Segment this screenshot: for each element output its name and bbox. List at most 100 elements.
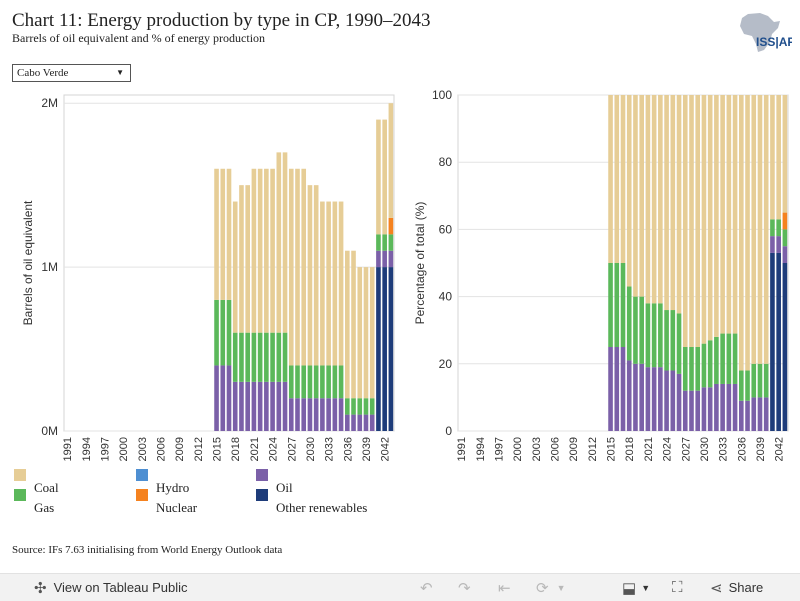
bar-segment-coal[interactable] — [251, 168, 257, 333]
bar-segment-gas[interactable] — [376, 234, 381, 251]
bar-segment-oil[interactable] — [226, 365, 232, 431]
bar-segment-oil[interactable] — [332, 398, 338, 431]
bar-segment-coal[interactable] — [732, 95, 738, 334]
bar-segment-oil[interactable] — [345, 414, 350, 431]
bar-segment-coal[interactable] — [782, 95, 788, 213]
bar-segment-coal[interactable] — [620, 95, 626, 263]
legend-item-other-renewables[interactable]: Other renewables — [256, 489, 367, 515]
bar-segment-oil[interactable] — [264, 381, 269, 431]
bar-segment-coal[interactable] — [232, 201, 238, 333]
bar-segment-coal[interactable] — [726, 95, 732, 334]
bar-segment-gas[interactable] — [220, 299, 226, 366]
bar-segment-oil[interactable] — [782, 246, 788, 263]
bar-segment-coal[interactable] — [357, 267, 363, 399]
bar-segment-oil[interactable] — [232, 381, 238, 431]
bar-segment-oil[interactable] — [664, 370, 669, 431]
bar-segment-gas[interactable] — [264, 332, 269, 382]
bar-segment-oil[interactable] — [382, 250, 387, 268]
bar-segment-oil[interactable] — [276, 381, 282, 431]
bar-segment-oil[interactable] — [351, 414, 356, 431]
bar-segment-oil[interactable] — [239, 381, 244, 431]
bar-segment-gas[interactable] — [645, 303, 651, 368]
bar-segment-coal[interactable] — [270, 168, 275, 333]
bar-segment-gas[interactable] — [739, 370, 744, 401]
bar-segment-coal[interactable] — [332, 201, 338, 366]
bar-segment-gas[interactable] — [695, 347, 701, 391]
bar-segment-gas[interactable] — [676, 313, 682, 374]
bar-segment-gas[interactable] — [301, 365, 307, 399]
bar-segment-coal[interactable] — [326, 201, 331, 366]
bar-segment-oil[interactable] — [745, 400, 750, 431]
bar-segment-oil[interactable] — [645, 367, 651, 431]
bar-segment-coal[interactable] — [720, 95, 725, 334]
bar-segment-gas[interactable] — [770, 219, 775, 237]
bar-segment-oil[interactable] — [682, 390, 688, 431]
legend-item-gas[interactable]: Gas — [14, 489, 54, 515]
bar-segment-gas[interactable] — [757, 363, 763, 398]
bar-segment-oil[interactable] — [307, 398, 313, 431]
redo-button[interactable]: ↷ — [458, 574, 471, 601]
bar-segment-gas[interactable] — [239, 332, 244, 382]
bar-segment-other-renewables[interactable] — [770, 252, 775, 431]
bar-segment-oil[interactable] — [388, 250, 394, 268]
bar-segment-oil[interactable] — [301, 398, 307, 431]
bar-segment-oil[interactable] — [701, 387, 707, 431]
bar-segment-oil[interactable] — [326, 398, 331, 431]
bar-segment-oil[interactable] — [288, 398, 294, 431]
bar-segment-coal[interactable] — [257, 168, 263, 333]
undo-button[interactable]: ↶ — [420, 574, 433, 601]
bar-segment-coal[interactable] — [614, 95, 620, 263]
bar-segment-gas[interactable] — [351, 398, 356, 415]
bar-segment-coal[interactable] — [707, 95, 713, 341]
bar-segment-oil[interactable] — [626, 360, 632, 431]
legend-item-hydro[interactable]: Hydro — [136, 469, 189, 495]
bar-segment-coal[interactable] — [376, 119, 381, 235]
bar-segment-oil[interactable] — [751, 397, 757, 431]
bar-segment-gas[interactable] — [732, 333, 738, 384]
bar-segment-coal[interactable] — [757, 95, 763, 364]
bar-segment-oil[interactable] — [608, 347, 613, 431]
bar-segment-coal[interactable] — [658, 95, 663, 304]
bar-segment-oil[interactable] — [257, 381, 263, 431]
bar-segment-gas[interactable] — [257, 332, 263, 382]
bar-segment-gas[interactable] — [357, 398, 363, 415]
bar-segment-oil[interactable] — [320, 398, 325, 431]
bar-segment-oil[interactable] — [313, 398, 319, 431]
bar-segment-coal[interactable] — [770, 95, 775, 220]
bar-segment-oil[interactable] — [245, 381, 250, 431]
bar-segment-coal[interactable] — [739, 95, 744, 371]
bar-segment-gas[interactable] — [745, 370, 750, 401]
bar-segment-gas[interactable] — [651, 303, 657, 368]
bar-segment-oil[interactable] — [770, 236, 775, 253]
bar-segment-gas[interactable] — [363, 398, 369, 415]
bar-segment-coal[interactable] — [307, 185, 313, 366]
bar-segment-oil[interactable] — [707, 387, 713, 431]
bar-segment-gas[interactable] — [332, 365, 338, 399]
bar-segment-coal[interactable] — [670, 95, 676, 311]
bar-segment-coal[interactable] — [351, 250, 356, 399]
bar-segment-coal[interactable] — [295, 168, 300, 366]
bar-segment-oil[interactable] — [739, 400, 744, 431]
bar-segment-gas[interactable] — [776, 219, 781, 237]
bar-segment-oil[interactable] — [357, 414, 363, 431]
bar-segment-oil[interactable] — [614, 347, 620, 431]
bar-segment-oil[interactable] — [658, 367, 663, 431]
bar-segment-gas[interactable] — [701, 343, 707, 388]
country-select[interactable]: Cabo Verde ▼ — [12, 64, 131, 82]
bar-segment-coal[interactable] — [282, 152, 288, 333]
bar-segment-coal[interactable] — [313, 185, 319, 366]
bar-segment-coal[interactable] — [338, 201, 344, 366]
bar-segment-coal[interactable] — [701, 95, 707, 344]
bar-segment-oil[interactable] — [670, 370, 676, 431]
bar-segment-coal[interactable] — [745, 95, 750, 371]
download-button[interactable]: ⬓ ▼ — [622, 574, 650, 601]
bar-segment-oil[interactable] — [633, 363, 638, 431]
refresh-button[interactable]: ⟳ ▼ — [536, 574, 566, 601]
bar-segment-gas[interactable] — [639, 296, 644, 364]
bar-segment-oil[interactable] — [763, 397, 769, 431]
bar-segment-gas[interactable] — [388, 234, 394, 251]
bar-segment-oil[interactable] — [363, 414, 369, 431]
bar-segment-gas[interactable] — [382, 234, 387, 251]
bar-segment-coal[interactable] — [388, 103, 394, 218]
bar-segment-gas[interactable] — [251, 332, 257, 382]
